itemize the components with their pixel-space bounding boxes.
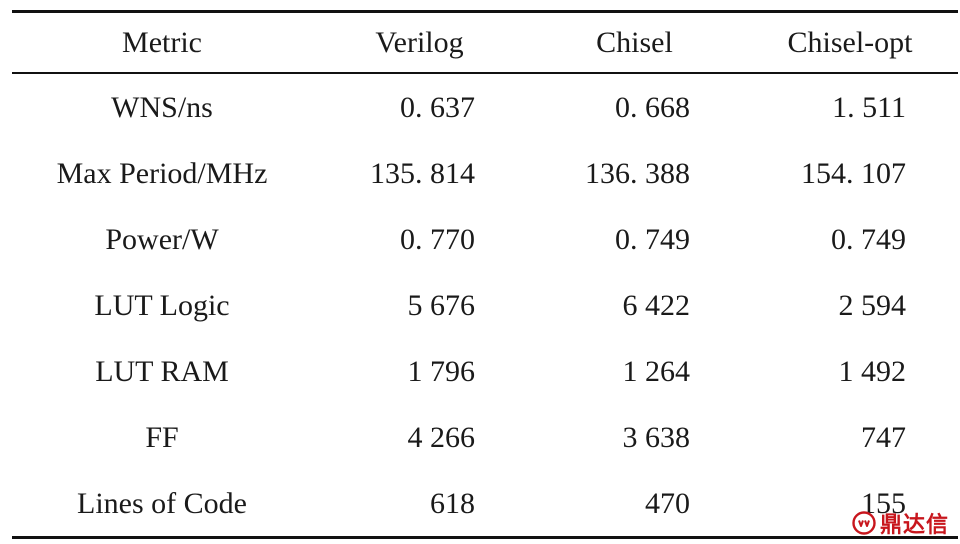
table-row: LUT RAM 1 796 1 264 1 492 <box>12 342 958 402</box>
table-row: FF 4 266 3 638 747 <box>12 408 958 468</box>
chisel-cell: 470 <box>645 487 690 520</box>
metric-cell: Lines of Code <box>77 487 247 520</box>
metric-cell: LUT RAM <box>95 355 229 388</box>
watermark-text: 鼎达信 <box>880 513 950 538</box>
verilog-cell: 0. 770 <box>400 223 475 256</box>
header-metric: Metric <box>122 26 202 59</box>
metric-cell: LUT Logic <box>94 289 230 322</box>
chisel-opt-cell: 1. 511 <box>832 91 906 124</box>
verilog-cell: 0. 637 <box>400 91 475 124</box>
chisel-opt-cell: 0. 749 <box>831 223 906 256</box>
metric-cell: Power/W <box>105 223 219 256</box>
chisel-cell: 6 422 <box>622 289 691 322</box>
header-rule <box>12 72 958 74</box>
table-row: WNS/ns 0. 637 0. 668 1. 511 <box>12 78 958 138</box>
chisel-cell: 0. 668 <box>615 91 690 124</box>
verilog-cell: 4 266 <box>407 421 476 454</box>
verilog-cell: 5 676 <box>407 289 476 322</box>
top-rule <box>12 10 958 13</box>
header-chisel-opt: Chisel-opt <box>787 26 913 59</box>
brand-logo-icon <box>852 511 876 535</box>
table-row: Lines of Code 618 470 155 <box>12 474 958 534</box>
results-table: Metric Verilog Chisel Chisel-opt WNS/ns … <box>12 10 958 540</box>
verilog-cell: 135. 814 <box>370 157 475 190</box>
chisel-cell: 0. 749 <box>615 223 690 256</box>
chisel-opt-cell: 747 <box>861 421 906 454</box>
metric-cell: Max Period/MHz <box>56 157 268 190</box>
table-row: LUT Logic 5 676 6 422 2 594 <box>12 276 958 336</box>
watermark: 鼎达信 <box>852 508 949 538</box>
table-row: Max Period/MHz 135. 814 136. 388 154. 10… <box>12 144 958 204</box>
bottom-rule <box>12 536 958 539</box>
chisel-opt-cell: 1 492 <box>838 355 907 388</box>
verilog-cell: 1 796 <box>407 355 476 388</box>
chisel-cell: 1 264 <box>622 355 691 388</box>
chisel-opt-cell: 2 594 <box>838 289 907 322</box>
header-chisel: Chisel <box>596 26 673 59</box>
table-header-row: Metric Verilog Chisel Chisel-opt <box>12 13 958 73</box>
metric-cell: FF <box>145 421 179 454</box>
header-verilog: Verilog <box>375 26 464 59</box>
verilog-cell: 618 <box>430 487 475 520</box>
chisel-opt-cell: 154. 107 <box>801 157 906 190</box>
chisel-cell: 136. 388 <box>585 157 690 190</box>
metric-cell: WNS/ns <box>111 91 213 124</box>
table-row: Power/W 0. 770 0. 749 0. 749 <box>12 210 958 270</box>
chisel-cell: 3 638 <box>622 421 691 454</box>
